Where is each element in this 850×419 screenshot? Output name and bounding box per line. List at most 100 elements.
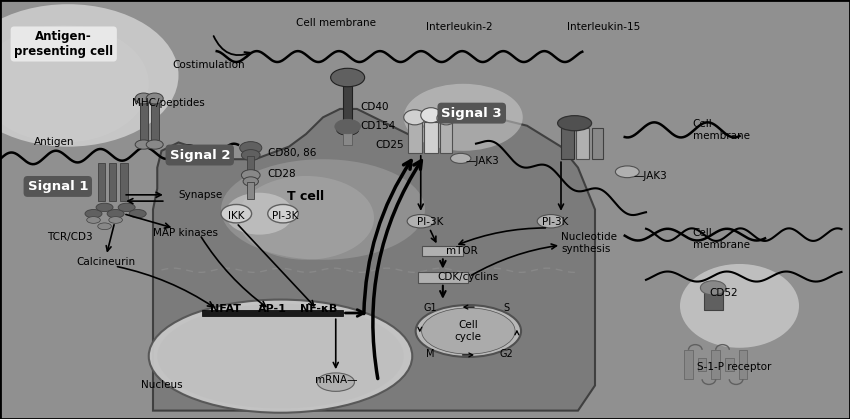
Bar (424, 122, 438, 153)
Text: Signal 3: Signal 3 (441, 106, 502, 120)
Circle shape (118, 203, 135, 212)
Text: PI-3K: PI-3K (416, 217, 443, 227)
Circle shape (317, 373, 354, 391)
Bar (704, 290, 722, 310)
Ellipse shape (241, 170, 260, 181)
Circle shape (422, 308, 515, 354)
Text: Signal 1: Signal 1 (27, 180, 88, 193)
Bar (408, 122, 422, 153)
Text: T cell: T cell (287, 190, 325, 204)
Text: mTOR: mTOR (446, 246, 478, 256)
Ellipse shape (0, 4, 178, 147)
Text: M: M (426, 349, 434, 359)
Circle shape (85, 210, 102, 218)
Text: CDK/cyclins: CDK/cyclins (438, 272, 499, 282)
Bar (120, 163, 128, 201)
Circle shape (615, 166, 639, 178)
Bar (98, 163, 105, 201)
Text: S-1-P receptor: S-1-P receptor (697, 362, 772, 372)
Ellipse shape (240, 142, 262, 154)
Ellipse shape (337, 124, 359, 135)
Ellipse shape (243, 177, 258, 186)
Text: G1: G1 (423, 303, 437, 313)
Ellipse shape (221, 204, 252, 223)
Polygon shape (153, 109, 595, 411)
Ellipse shape (558, 116, 592, 131)
Circle shape (107, 210, 124, 218)
Circle shape (450, 153, 471, 163)
Text: Signal 2: Signal 2 (169, 148, 230, 162)
Text: PI-3K: PI-3K (542, 217, 569, 227)
Text: CD154: CD154 (360, 121, 395, 131)
Text: —JAK3: —JAK3 (466, 156, 500, 166)
Text: Costimulation: Costimulation (172, 60, 245, 70)
Bar (418, 272, 468, 283)
Ellipse shape (221, 159, 425, 260)
Circle shape (537, 215, 564, 228)
Text: Cell membrane: Cell membrane (296, 18, 376, 28)
Bar (343, 127, 352, 145)
Bar (140, 101, 148, 142)
Text: MAP kinases: MAP kinases (153, 228, 218, 238)
Circle shape (416, 305, 521, 357)
Ellipse shape (421, 108, 441, 123)
Ellipse shape (404, 110, 426, 125)
Text: NFAT: NFAT (210, 304, 241, 314)
Ellipse shape (0, 25, 149, 142)
Bar (109, 163, 116, 201)
Circle shape (96, 203, 113, 212)
Text: NF-κB: NF-κB (300, 304, 337, 314)
Text: CD80, 86: CD80, 86 (268, 148, 316, 158)
Ellipse shape (437, 111, 456, 125)
Text: —JAK3: —JAK3 (633, 171, 667, 181)
Bar (247, 182, 254, 199)
Ellipse shape (146, 93, 163, 104)
Bar (247, 156, 254, 174)
Circle shape (109, 217, 122, 223)
Ellipse shape (404, 84, 523, 151)
Text: Calcineurin: Calcineurin (76, 257, 136, 267)
Text: Cell
membrane: Cell membrane (693, 119, 750, 141)
Text: CD52: CD52 (710, 288, 739, 298)
Ellipse shape (268, 204, 298, 223)
Bar (725, 358, 734, 371)
Circle shape (87, 217, 100, 223)
Text: Nucleotide
synthesis: Nucleotide synthesis (561, 232, 617, 254)
Bar (576, 128, 589, 159)
Circle shape (129, 210, 146, 218)
Text: G2: G2 (500, 349, 513, 359)
Text: AP-1: AP-1 (258, 304, 286, 314)
Bar (711, 350, 720, 379)
Bar (739, 350, 747, 379)
Text: Synapse: Synapse (178, 190, 223, 200)
Circle shape (407, 215, 434, 228)
Bar (684, 350, 693, 379)
Text: PI-3K: PI-3K (271, 211, 298, 221)
Ellipse shape (238, 176, 374, 260)
Bar (561, 128, 574, 159)
Bar (592, 128, 603, 159)
Ellipse shape (225, 193, 293, 235)
Circle shape (98, 223, 111, 230)
Text: Antigen: Antigen (34, 137, 75, 147)
Bar (440, 122, 452, 153)
Text: Interleukin-2: Interleukin-2 (426, 22, 492, 32)
Text: mRNA—: mRNA— (314, 375, 357, 385)
Bar (698, 358, 706, 371)
Bar (202, 310, 343, 316)
Bar (422, 246, 463, 256)
Text: Cell
cycle: Cell cycle (455, 320, 482, 342)
Text: CD40: CD40 (360, 102, 389, 112)
Text: IKK: IKK (228, 211, 245, 221)
Ellipse shape (135, 140, 152, 149)
Text: TCR/CD3: TCR/CD3 (47, 232, 93, 242)
Text: Interleukin-15: Interleukin-15 (567, 22, 640, 32)
Bar (151, 101, 159, 142)
Ellipse shape (149, 300, 412, 413)
Bar (343, 80, 352, 128)
Ellipse shape (146, 140, 163, 149)
Text: Antigen-
presenting cell: Antigen- presenting cell (14, 30, 113, 58)
Text: S: S (503, 303, 510, 313)
Ellipse shape (335, 119, 360, 134)
Text: CD28: CD28 (268, 169, 297, 179)
